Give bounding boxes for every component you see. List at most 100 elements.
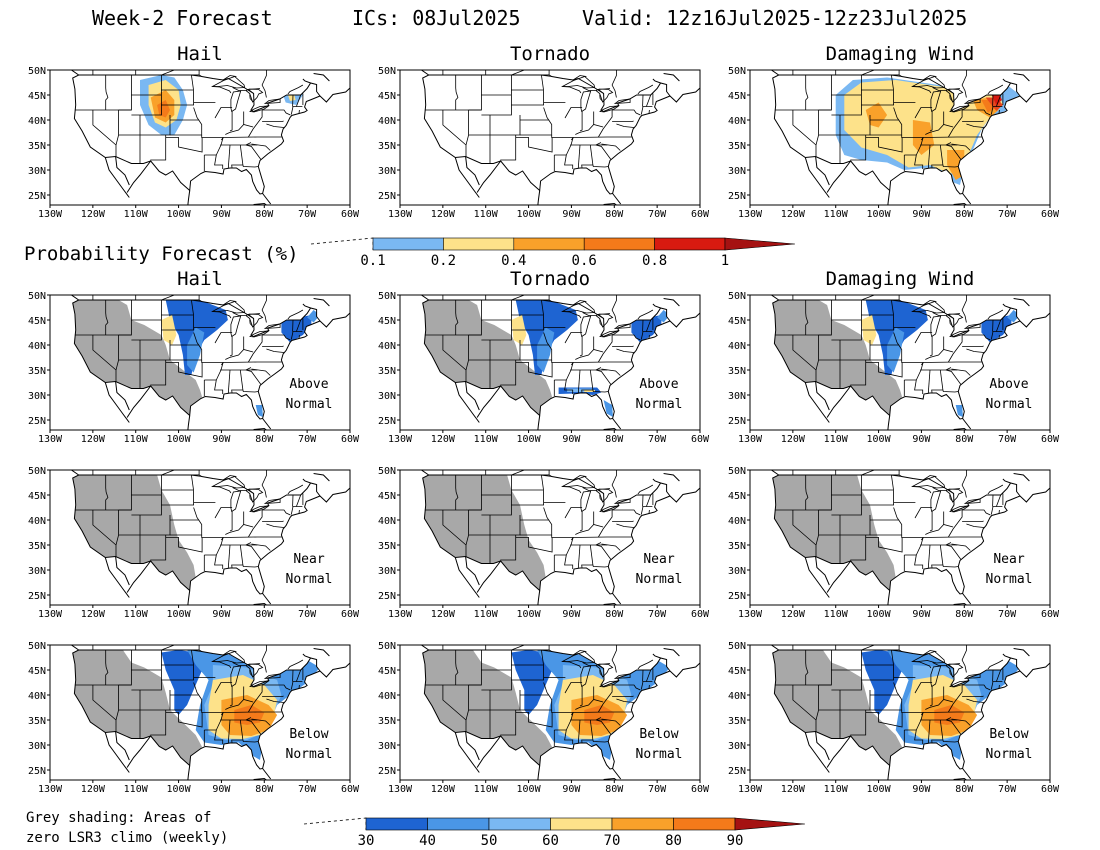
- map-frame: [49, 469, 351, 606]
- forecast-shaded-region: [981, 315, 1012, 343]
- lon-tick-label: 130W: [38, 434, 63, 445]
- hail-below-normal-map: 130W 120W 110W 100W 90W 80W 70W 60W 25N 30N 35N 40N…: [28, 641, 360, 795]
- lon-tick-label: 60W: [691, 609, 710, 620]
- forecast-shaded-region: [584, 390, 595, 392]
- lat-tick-label: 50N: [728, 66, 746, 77]
- conus-outline: [772, 299, 1021, 420]
- forecast-shaded-region: [281, 315, 312, 343]
- colorbar-tick-label: 1: [721, 253, 729, 269]
- lat-tick-label: 45N: [378, 491, 396, 502]
- lon-tick-label: 80W: [955, 609, 974, 620]
- lat-tick-label: 40N: [378, 116, 396, 127]
- lat-tick-label: 45N: [378, 91, 396, 102]
- lat-tick-label: 30N: [28, 566, 46, 577]
- lon-tick-label: 60W: [341, 784, 360, 795]
- map-frame: [399, 294, 701, 431]
- lon-tick-label: 110W: [824, 784, 849, 795]
- forecast-shaded-region: [157, 100, 170, 118]
- colorbar-segment: [611, 817, 674, 831]
- lat-tick-label: 45N: [28, 491, 46, 502]
- lon-tick-label: 80W: [605, 784, 624, 795]
- lon-tick-label: 60W: [1041, 609, 1060, 620]
- colorbar-tick-label: 50: [481, 833, 498, 849]
- lon-tick-label: 100W: [167, 784, 192, 795]
- percent-colorbar: 30 40 50 60 70 80 90: [303, 817, 806, 849]
- lon-tick-label: 60W: [341, 209, 360, 220]
- forecast-shaded-region: [887, 327, 905, 373]
- map-frame: [749, 469, 1051, 606]
- probability-colorbar: 0.1 0.2 0.4 0.6 0.8 1: [310, 237, 796, 269]
- conus-outline: [772, 74, 1021, 195]
- lat-tick-label: 25N: [728, 591, 746, 602]
- lat-tick-label: 40N: [378, 516, 396, 527]
- conus-outline: [72, 649, 321, 770]
- lat-tick-label: 40N: [378, 691, 396, 702]
- lon-tick-label: 120W: [781, 209, 806, 220]
- lat-tick-label: 30N: [378, 566, 396, 577]
- lat-tick-label: 25N: [28, 591, 46, 602]
- map-frame: [399, 469, 701, 606]
- lon-tick-label: 130W: [388, 784, 413, 795]
- colorbar-lower-extension: [310, 237, 374, 250]
- figure-title: Week-2 Forecast: [92, 6, 273, 30]
- lon-tick-label: 80W: [955, 209, 974, 220]
- lon-tick-label: 70W: [998, 434, 1017, 445]
- zero-climo-grey-region: [422, 475, 546, 591]
- lat-tick-label: 50N: [28, 66, 46, 77]
- lon-tick-label: 100W: [517, 784, 542, 795]
- map-frame: [399, 69, 701, 206]
- lon-tick-label: 60W: [691, 784, 710, 795]
- lon-tick-label: 70W: [648, 209, 667, 220]
- lat-tick-label: 25N: [28, 416, 46, 427]
- damaging-wind-probability-map: 130W 120W 110W 100W 90W 80W 70W 60W 25N 30N 35N 40N…: [728, 66, 1060, 220]
- lat-tick-label: 45N: [728, 316, 746, 327]
- lon-tick-label: 120W: [431, 609, 456, 620]
- lon-tick-label: 100W: [167, 434, 192, 445]
- lon-tick-label: 70W: [298, 784, 317, 795]
- lat-tick-label: 50N: [728, 291, 746, 302]
- lat-tick-label: 50N: [378, 291, 396, 302]
- colorbar-tick-label: 0.2: [431, 253, 456, 269]
- map-frame: [49, 69, 351, 206]
- lon-tick-label: 90W: [912, 209, 931, 220]
- lon-tick-label: 80W: [255, 209, 274, 220]
- anomaly-category-label: Normal: [986, 747, 1033, 762]
- forecast-shaded-region: [255, 405, 263, 417]
- colorbar-tick-label: 80: [665, 833, 682, 849]
- column-title-damaging-wind: Damaging Wind: [826, 43, 975, 65]
- lon-tick-label: 60W: [691, 434, 710, 445]
- lat-tick-label: 40N: [728, 116, 746, 127]
- colorbar-tick-label: 40: [419, 833, 436, 849]
- lon-tick-label: 110W: [124, 784, 149, 795]
- lat-tick-label: 30N: [378, 166, 396, 177]
- hail-near-normal-map: 130W 120W 110W 100W 90W 80W 70W 60W 25N 30N 35N 40N…: [28, 466, 360, 620]
- lat-tick-label: 45N: [28, 666, 46, 677]
- colorbar-segment: [673, 817, 736, 831]
- figure-header: Week-2 Forecast ICs: 08Jul2025 Valid: 12…: [92, 6, 967, 30]
- lon-tick-label: 60W: [1041, 434, 1060, 445]
- lat-tick-label: 40N: [728, 691, 746, 702]
- lat-tick-label: 30N: [28, 166, 46, 177]
- conus-outline: [72, 299, 321, 420]
- lon-tick-label: 70W: [648, 434, 667, 445]
- forecast-shaded-region: [990, 92, 1002, 105]
- lon-tick-label: 70W: [998, 784, 1017, 795]
- anomaly-category-label: Normal: [986, 572, 1033, 587]
- conus-outline: [422, 649, 671, 770]
- lon-tick-label: 130W: [388, 209, 413, 220]
- tornado-above-normal-map: 130W 120W 110W 100W 90W 80W 70W 60W 25N 30N 35N 40N…: [378, 291, 710, 445]
- lon-tick-label: 90W: [912, 784, 931, 795]
- zero-climo-grey-region: [422, 300, 553, 416]
- lon-tick-label: 110W: [124, 609, 149, 620]
- forecast-shaded-region: [955, 405, 963, 417]
- hail-probability-map: 130W 120W 110W 100W 90W 80W 70W 60W 25N 30N 35N 40N…: [28, 66, 360, 220]
- column-title-tornado: Tornado: [510, 43, 590, 65]
- forecast-shaded-region: [287, 95, 296, 101]
- lon-tick-label: 130W: [388, 609, 413, 620]
- anomaly-category-label: Near: [993, 552, 1024, 567]
- lat-tick-label: 25N: [378, 766, 396, 777]
- lat-tick-label: 45N: [28, 316, 46, 327]
- lon-tick-label: 90W: [912, 434, 931, 445]
- colorbar-segment: [365, 817, 428, 831]
